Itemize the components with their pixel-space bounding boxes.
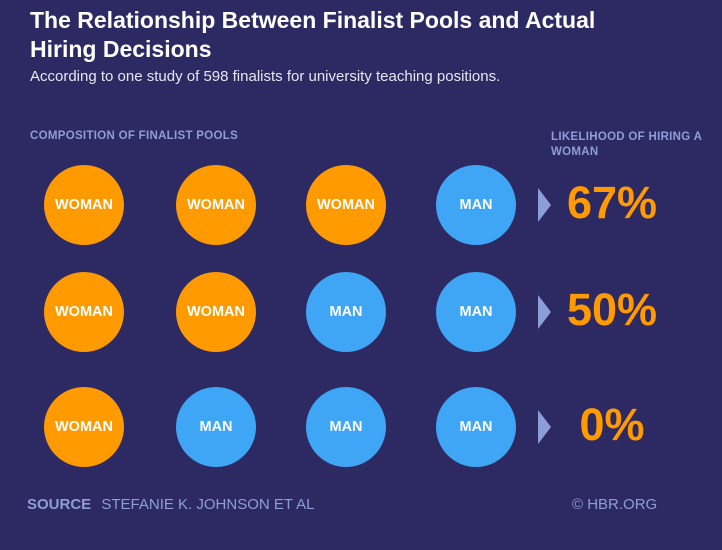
row-arrow-icon xyxy=(538,188,551,222)
finalist-man-circle: MAN xyxy=(436,272,516,352)
row-arrow-icon xyxy=(538,410,551,444)
finalist-man-circle: MAN xyxy=(306,272,386,352)
pool-composition-header: COMPOSITION OF FINALIST POOLS xyxy=(30,130,239,142)
source-label: SOURCE xyxy=(27,496,92,513)
hiring-likelihood-value: 67% xyxy=(566,177,658,228)
finalist-woman-circle: WOMAN xyxy=(176,272,256,352)
finalist-woman-circle: WOMAN xyxy=(44,272,124,352)
source-text: STEFANIE K. JOHNSON ET AL xyxy=(101,496,315,513)
source-credit: SOURCE STEFANIE K. JOHNSON ET AL xyxy=(27,496,314,513)
finalist-woman-circle: WOMAN xyxy=(306,165,386,245)
finalist-woman-circle: WOMAN xyxy=(176,165,256,245)
row-arrow-icon xyxy=(538,295,551,329)
likelihood-header: LIKELIHOOD OF HIRING A WOMAN xyxy=(551,131,702,158)
hbr-credit: © HBR.ORG xyxy=(572,496,658,513)
hiring-likelihood-value: 50% xyxy=(566,284,658,335)
finalist-man-circle: MAN xyxy=(436,387,516,467)
hiring-likelihood-value: 0% xyxy=(579,399,645,450)
finalist-man-circle: MAN xyxy=(306,387,386,467)
finalist-man-circle: MAN xyxy=(176,387,256,467)
finalist-man-circle: MAN xyxy=(436,165,516,245)
finalist-woman-circle: WOMAN xyxy=(44,165,124,245)
chart-subtitle: According to one study of 598 finalists … xyxy=(30,68,501,85)
finalist-woman-circle: WOMAN xyxy=(44,387,124,467)
chart-title: The Relationship Between Finalist Pools … xyxy=(30,7,596,62)
